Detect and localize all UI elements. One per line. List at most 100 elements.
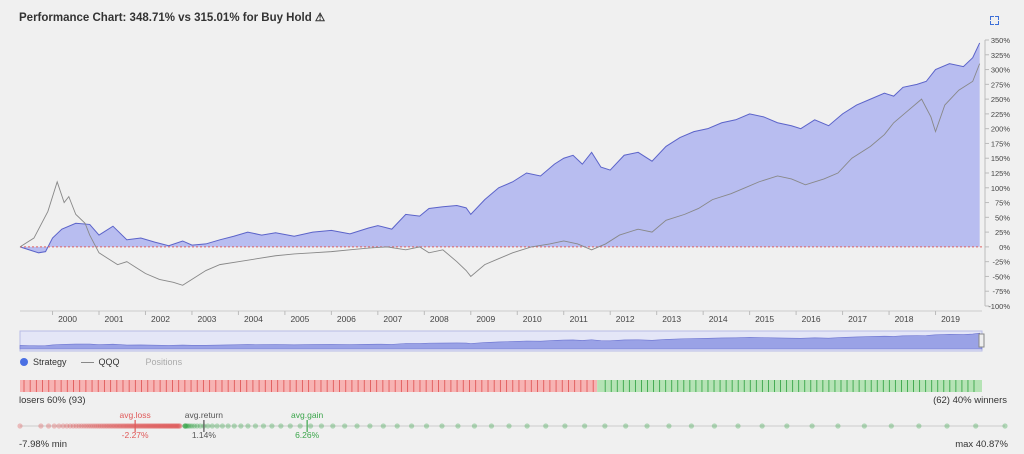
trade-return-dot [123,423,129,429]
navigator-series [19,332,983,350]
trade-return-dot [623,423,629,429]
trade-return-dot [380,423,386,429]
trade-return-dot [97,423,104,429]
trade-return-dot [182,423,188,429]
trade-return-dot [141,423,147,429]
trade-return-dot [149,423,155,429]
legend-strategy[interactable]: Strategy [33,357,67,367]
trade-return-dot [354,423,360,429]
trade-return-dot [94,423,100,429]
trade-return-dot [154,423,160,429]
trade-return-dot [129,423,136,429]
x-tick-label: 2011 [570,314,589,324]
trade-return-dot [157,423,163,429]
y-tick-label: -75% [992,287,1010,296]
x-tick-label: 2005 [290,314,309,324]
x-tick-label: 2006 [337,314,356,324]
trade-return-dot [524,423,530,429]
strategy-dot-icon[interactable] [20,358,28,366]
trade-return-dot [92,423,98,429]
trade-return-dot [38,423,44,429]
x-tick-label: 2000 [58,314,77,324]
trade-return-dot [307,423,314,429]
trade-return-dot [136,423,142,429]
trade-return-dot [185,423,191,429]
qqq-line-icon[interactable] [80,361,94,363]
y-tick-label: 325% [991,51,1011,60]
trade-return-dot [455,423,461,429]
trade-return-dot [189,423,195,429]
trade-return-dot [101,423,107,429]
trade-return-dot [711,423,718,429]
trade-return-dot [644,423,650,429]
trade-return-dot [297,423,303,429]
trade-return-dot [269,423,275,429]
trade-return-dot [175,423,181,429]
trade-return-dot [205,423,211,429]
trade-return-dot [165,423,172,429]
trade-return-dot [602,423,608,429]
x-tick-label: 2012 [616,314,635,324]
expand-icon[interactable] [990,16,999,25]
trade-return-dot [114,423,120,429]
trade-return-dot [408,423,415,429]
trade-return-dot [165,423,171,429]
strategy-area [20,42,980,253]
trade-return-dot [888,423,894,429]
trade-return-dot [809,423,815,429]
trade-return-dot [158,423,165,429]
trade-return-dot [64,423,70,429]
y-tick-label: 50% [995,213,1010,222]
trade-return-dot [115,423,121,429]
x-tick-label: 2013 [662,314,681,324]
trade-return-dot [194,423,200,429]
trade-return-dot [106,423,112,429]
y-tick-label: 150% [991,154,1011,163]
trade-return-dot [287,423,293,429]
x-tick-label: 2008 [430,314,449,324]
trade-return-dot [167,423,173,429]
losers-label: losers 60% (93) [19,395,86,406]
legend-qqq[interactable]: QQQ [98,357,120,367]
trade-return-dot [582,423,588,429]
trade-return-dot [170,423,176,429]
avg-gain-label: avg.gain [291,410,323,420]
trade-return-dot [197,423,203,429]
trade-return-dot [735,423,741,429]
trade-return-dot [147,423,153,429]
avg-gain-value: 6.26% [295,430,320,440]
legend-positions[interactable]: Positions [145,357,183,367]
strategy-line [19,42,981,254]
y-tick-label: 250% [991,95,1011,104]
trade-return-dot [666,423,672,429]
y-tick-label: 75% [995,199,1010,208]
trade-return-dot [162,423,168,429]
trade-return-dot [543,423,549,429]
trade-return-dot [119,423,125,429]
trade-return-dot [231,423,237,429]
trade-return-dot [174,423,180,429]
trade-return-dot [278,423,284,429]
trade-return-dot [45,423,52,429]
range-navigator[interactable] [19,330,985,352]
x-axis: 2000 2001 2002 2003 2004 2005 2006 2007 2008 2009… [20,310,982,324]
trade-return-dot [183,423,189,429]
trade-return-dot [219,423,225,429]
x-tick-label: 2019 [941,314,960,324]
y-tick-label: 125% [991,169,1011,178]
trade-return-dot [134,423,140,429]
avg-loss-label: avg.loss [120,410,151,420]
trade-return-dot [109,423,115,429]
trade-return-dot [161,423,167,429]
trade-return-dot [973,423,979,429]
trade-return-dot [173,423,179,429]
trade-return-dot [160,423,166,429]
trade-return-dot [187,423,193,429]
qqq-line [19,63,981,286]
trade-return-dot [1002,423,1008,429]
y-tick-label: -100% [988,302,1010,311]
trade-return-dot [439,423,445,429]
trade-return-dot [861,423,867,429]
trade-return-dot [488,423,495,429]
